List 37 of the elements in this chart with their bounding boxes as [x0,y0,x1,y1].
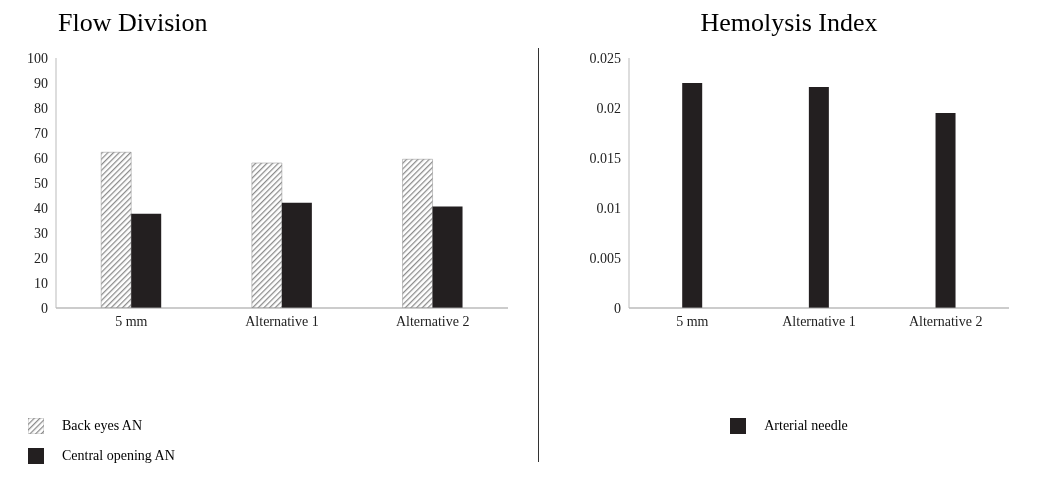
legend-label: Back eyes AN [62,418,143,434]
y-tick-label: 90 [34,75,48,91]
x-tick-label: Alternative 2 [908,313,983,329]
legend-label: Arterial needle [764,418,848,434]
y-tick-label: 10 [34,275,48,291]
chart-title: Flow Division [57,8,209,39]
bar [935,113,956,308]
bar [281,202,312,308]
y-tick-label: 50 [34,175,48,191]
y-tick-label: 0.025 [589,50,621,66]
y-tick-label: 20 [34,250,48,266]
y-tick-label: 0.01 [596,200,621,216]
bar [432,206,463,308]
y-tick-label: 60 [34,150,48,166]
x-tick-label: 5 mm [115,313,148,329]
y-tick-label: 70 [34,125,48,141]
y-tick-label: 80 [34,100,48,116]
x-tick-label: 5 mm [676,313,709,329]
x-tick-label: Alternative 1 [782,313,856,329]
y-tick-label: 40 [34,200,48,216]
bar [100,152,132,308]
bar [808,87,829,308]
x-tick-label: Alternative 2 [395,313,470,329]
bar [402,159,433,308]
y-tick-label: 0.015 [589,150,621,166]
y-tick-label: 100 [27,50,48,66]
y-tick-label: 30 [34,225,48,241]
bar [251,162,283,308]
y-tick-label: 0 [614,300,621,316]
bar [131,213,162,308]
bar [682,83,703,308]
y-tick-label: 0.005 [589,250,621,266]
x-tick-label: Alternative 1 [245,313,319,329]
y-tick-label: 0 [41,300,48,316]
legend-label: Central opening AN [62,448,175,464]
chart-title: Hemolysis Index [699,8,879,39]
y-tick-label: 0.02 [596,100,621,116]
